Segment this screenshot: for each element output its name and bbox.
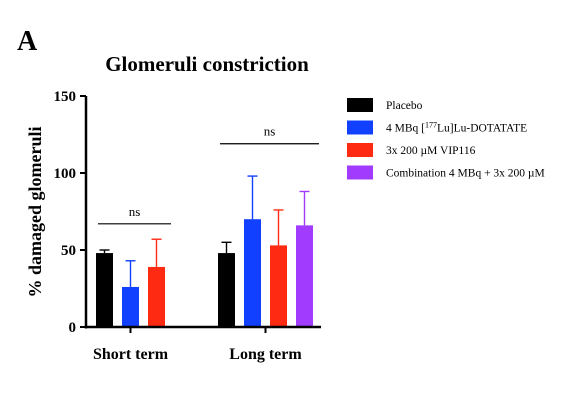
y-axis-label: % damaged glomeruli	[25, 127, 45, 298]
y-tick-label: 100	[54, 166, 77, 182]
legend-swatch	[347, 98, 373, 112]
x-category-label: Long term	[229, 346, 302, 363]
legend: Placebo 4 MBq [177Lu]Lu-DOTATATE 3x 200 µM…	[347, 98, 545, 180]
bar-long-series-1	[244, 219, 261, 327]
bar-short-series-0	[96, 253, 113, 327]
y-tick-label: 150	[54, 89, 77, 105]
legend-label: Combination 4 MBq + 3x 200 µM	[386, 168, 545, 180]
plot-area: 0 50 100 150 Short term Long term ns ns	[54, 89, 321, 363]
legend-swatch	[347, 120, 373, 135]
significance-label: ns	[264, 124, 276, 139]
y-tick-label: 0	[69, 320, 77, 336]
legend-label: 3x 200 µM VIP116	[386, 145, 476, 157]
legend-label: 4 MBq [177Lu]Lu-DOTATATE	[386, 121, 527, 135]
y-tick-label: 50	[61, 243, 76, 259]
bar-short-series-2	[148, 266, 165, 327]
panel-label: A	[17, 26, 38, 57]
x-category-label: Short term	[93, 346, 169, 363]
legend-swatch	[347, 143, 373, 157]
significance-label: ns	[129, 204, 141, 219]
bar-long-series-2	[270, 245, 287, 327]
legend-label: Placebo	[386, 100, 423, 112]
bar-short-series-1	[122, 286, 139, 327]
bar-long-series-3	[296, 225, 313, 327]
legend-swatch	[347, 165, 373, 180]
chart-title: Glomeruli constriction	[105, 52, 309, 76]
bar-long-series-0	[218, 253, 235, 327]
